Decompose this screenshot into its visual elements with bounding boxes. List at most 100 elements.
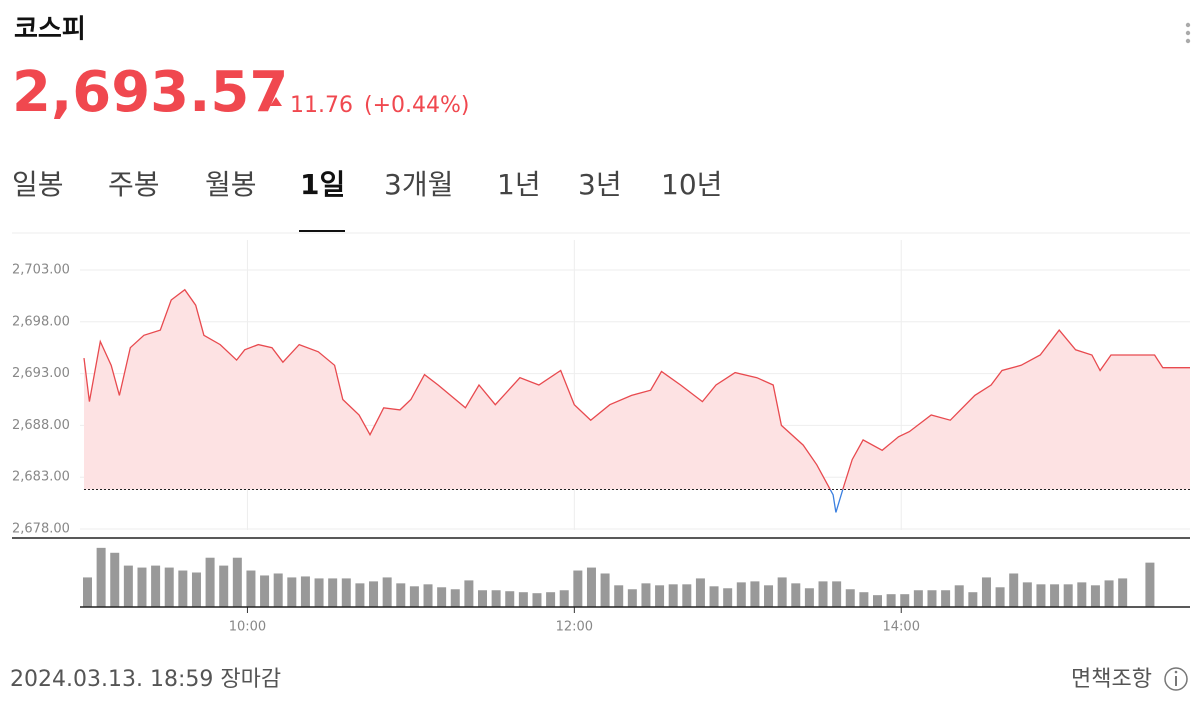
volume-bar (164, 567, 174, 607)
volume-bar (450, 589, 460, 607)
volume-bar (219, 565, 229, 607)
volume-bar (328, 578, 338, 607)
volume-bar (1145, 562, 1155, 607)
volume-bar (341, 578, 351, 607)
tab[interactable]: 1일 (300, 168, 345, 201)
volume-bar (191, 572, 201, 607)
volume-bar (1036, 584, 1046, 607)
volume-bar (573, 570, 583, 607)
change: 11.76 (290, 93, 353, 118)
volume-bar (859, 592, 869, 607)
tab[interactable]: 3년 (578, 168, 622, 201)
price-line (83, 288, 1190, 490)
volume-bar (886, 594, 896, 607)
volume-bar (287, 577, 297, 607)
volume-bar (369, 581, 379, 607)
x-tick-label: 12:00 (556, 620, 593, 635)
tab[interactable]: 10년 (661, 168, 722, 201)
volume-bar (845, 589, 855, 607)
volume-bar (246, 570, 256, 607)
volume-bar (300, 576, 310, 607)
volume-bar (1009, 573, 1019, 607)
volume-bar (382, 577, 392, 607)
volume-bar (668, 584, 678, 607)
volume-bar (995, 587, 1005, 607)
volume-bar (614, 585, 624, 607)
volume-bar (1022, 582, 1032, 607)
volume-bar (873, 595, 882, 607)
volume-bar (83, 577, 92, 607)
volume-bar (695, 578, 705, 607)
y-tick-label: 2,703.00 (12, 263, 70, 278)
volume-bar (1050, 584, 1060, 607)
tab[interactable]: 3개월 (384, 168, 453, 201)
index-title: 코스피 (14, 15, 86, 45)
volume-bar (96, 547, 106, 607)
volume-bar (709, 586, 719, 607)
volume-bar (1104, 580, 1114, 607)
volume-bar (900, 594, 910, 607)
volume-bar (478, 590, 487, 607)
volume-bar (137, 567, 147, 607)
change-percent: (+0.44%) (364, 93, 470, 118)
y-tick-label: 2,678.00 (12, 522, 70, 537)
volume-bar (437, 587, 447, 607)
volume-bar (1077, 582, 1087, 607)
volume-bar (818, 581, 828, 607)
volume-bar (927, 590, 937, 607)
y-tick-label: 2,698.00 (12, 314, 70, 329)
volume-bar (600, 573, 610, 607)
volume-bar (954, 585, 964, 607)
info-icon[interactable] (1164, 667, 1188, 691)
volume-bar (750, 581, 760, 607)
volume-bar (123, 565, 133, 607)
volume-bar (627, 589, 637, 607)
volume-bar (464, 580, 474, 607)
y-tick-label: 2,688.00 (12, 418, 70, 433)
area (84, 289, 1190, 490)
volume-bar (110, 552, 120, 607)
tab[interactable]: 일봉 (12, 168, 64, 201)
price: 2,693.57 (12, 60, 288, 125)
volume-bar (723, 588, 733, 607)
volume-bar (641, 583, 651, 607)
volume-bar (682, 584, 692, 607)
volume-bar (396, 583, 406, 607)
volume-bar (1063, 584, 1073, 607)
volume-bar (586, 567, 596, 607)
volume-bar (981, 577, 991, 607)
volume-bar (205, 557, 215, 607)
volume-bar (791, 583, 801, 607)
y-tick-label: 2,693.00 (12, 366, 70, 381)
tab[interactable]: 월봉 (205, 168, 257, 201)
volume-bar (1118, 578, 1128, 607)
volume-bar (505, 591, 515, 607)
volume-bar (273, 573, 283, 607)
volume-bar (968, 592, 978, 607)
timestamp: 2024.03.13. 18:59 장마감 (10, 667, 281, 692)
volume-bar (941, 590, 951, 607)
volume-bar (777, 577, 787, 607)
volume-bar (518, 592, 528, 607)
volume-bar (804, 588, 814, 607)
volume-bar (913, 590, 923, 607)
volume-bar (423, 584, 433, 607)
volume-bar (655, 585, 665, 607)
volume-bar (491, 590, 501, 607)
more-menu[interactable] (1185, 22, 1191, 44)
disclaimer[interactable]: 면책조항 (1071, 667, 1152, 692)
volume-bar (314, 578, 324, 607)
volume-bar (546, 592, 556, 607)
volume-bar (764, 585, 774, 607)
volume-bar (409, 586, 419, 607)
tab[interactable]: 주봉 (108, 168, 160, 201)
tab[interactable]: 1년 (497, 168, 541, 201)
volume-bar (736, 582, 746, 607)
volume-bar (178, 570, 188, 607)
volume-bar (151, 565, 161, 607)
volume-bar (559, 590, 569, 607)
volume-bar (260, 575, 270, 607)
up-arrow (270, 97, 282, 106)
x-tick-label: 10:00 (229, 620, 266, 635)
